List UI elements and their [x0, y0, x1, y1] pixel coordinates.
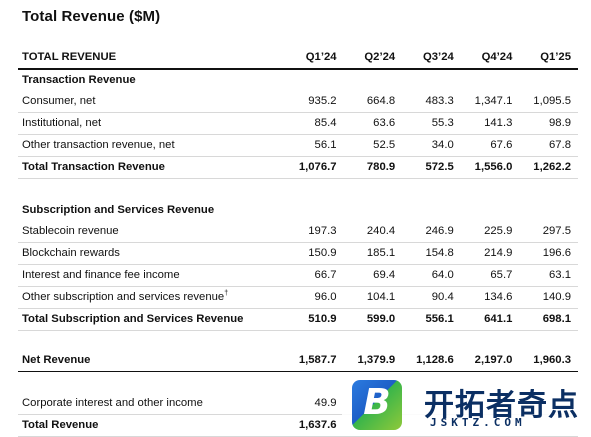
revenue-table: TOTAL REVENUE Q1’24 Q2’24 Q3’24 Q4’24 Q1…	[18, 46, 578, 437]
cell: 196.6	[519, 242, 578, 265]
row-label: Other transaction revenue, net	[18, 134, 285, 157]
cell: 140.9	[519, 286, 578, 309]
watermark-badge-letter: B	[363, 382, 391, 423]
cell: 1,379.9	[343, 350, 403, 372]
row-label: Total Revenue	[18, 414, 285, 437]
cell: 2,197.0	[460, 350, 520, 372]
row-label: Total Transaction Revenue	[18, 156, 285, 179]
table-row: Blockchain rewards 150.9 185.1 154.8 214…	[18, 242, 578, 265]
cell: 1,076.7	[284, 156, 344, 179]
cell: 66.7	[284, 264, 344, 287]
cell: 63.1	[519, 264, 578, 287]
row-label: Institutional, net	[18, 112, 285, 135]
cell: 1,637.6	[284, 414, 344, 437]
cell: 1,587.7	[284, 350, 344, 372]
cell: 141.3	[460, 112, 520, 135]
section-label: Subscription and Services Revenue	[22, 204, 215, 216]
header-q1-24: Q1’24	[284, 46, 344, 70]
cell: 698.1	[519, 308, 578, 331]
cell: 483.3	[402, 91, 461, 113]
cell: 1,128.6	[402, 350, 461, 372]
cell: 197.3	[284, 221, 344, 243]
subtotal-row: Total Subscription and Services Revenue …	[18, 308, 578, 331]
table-row: Interest and finance fee income 66.7 69.…	[18, 264, 578, 287]
cell: 63.6	[343, 112, 403, 135]
header-q2-24: Q2’24	[343, 46, 403, 70]
header-q3-24: Q3’24	[402, 46, 461, 70]
cell: 1,095.5	[519, 91, 578, 113]
page-title: Total Revenue ($M)	[22, 8, 161, 25]
watermark-logo-icon: B	[352, 380, 402, 430]
cell: 510.9	[284, 308, 344, 331]
cell: 96.0	[284, 286, 344, 309]
cell: 85.4	[284, 112, 344, 135]
cell: 780.9	[343, 156, 403, 179]
section-heading-row: Subscription and Services Revenue	[18, 200, 578, 221]
cell: 67.6	[460, 134, 520, 157]
cell: 52.5	[343, 134, 403, 157]
table-row: Stablecoin revenue 197.3 240.4 246.9 225…	[18, 221, 578, 243]
cell: 297.5	[519, 221, 578, 243]
cell: 599.0	[343, 308, 403, 331]
cell: 90.4	[402, 286, 461, 309]
header-q1-25: Q1’25	[519, 46, 578, 70]
cell: 225.9	[460, 221, 520, 243]
table-row: Consumer, net 935.2 664.8 483.3 1,347.1 …	[18, 91, 578, 113]
row-label: Consumer, net	[18, 91, 285, 113]
table-row: Institutional, net 85.4 63.6 55.3 141.3 …	[18, 112, 578, 135]
cell: 1,556.0	[460, 156, 520, 179]
cell: 49.9	[284, 393, 344, 415]
cell: 240.4	[343, 221, 403, 243]
cell: 65.7	[460, 264, 520, 287]
cell: 98.9	[519, 112, 578, 135]
cell: 572.5	[402, 156, 461, 179]
table-header-row: TOTAL REVENUE Q1’24 Q2’24 Q3’24 Q4’24 Q1…	[18, 46, 578, 70]
row-label: Stablecoin revenue	[18, 221, 285, 243]
table-row: Other transaction revenue, net 56.1 52.5…	[18, 134, 578, 157]
cell: 664.8	[343, 91, 403, 113]
row-label: Net Revenue	[18, 350, 285, 372]
cell: 214.9	[460, 242, 520, 265]
cell: 150.9	[284, 242, 344, 265]
subtotal-row: Total Transaction Revenue 1,076.7 780.9 …	[18, 156, 578, 179]
cell: 556.1	[402, 308, 461, 331]
watermark-text: 开拓者奇点	[424, 388, 579, 423]
cell: 641.1	[460, 308, 520, 331]
cell: 1,960.3	[519, 350, 578, 372]
section-heading-row: Transaction Revenue	[18, 69, 578, 91]
cell: 55.3	[402, 112, 461, 135]
spacer-row	[18, 331, 578, 351]
row-label: Blockchain rewards	[18, 242, 285, 265]
cell: 34.0	[402, 134, 461, 157]
cell: 67.8	[519, 134, 578, 157]
header-label: TOTAL REVENUE	[18, 46, 285, 70]
cell: 69.4	[343, 264, 403, 287]
cell: 154.8	[402, 242, 461, 265]
cell: 1,347.1	[460, 91, 520, 113]
header-q4-24: Q4’24	[460, 46, 520, 70]
net-revenue-row: Net Revenue 1,587.7 1,379.9 1,128.6 2,19…	[18, 350, 578, 372]
row-label: Interest and finance fee income	[18, 264, 285, 287]
cell: 185.1	[343, 242, 403, 265]
watermark: B 开拓者奇点 JSKTZ.COM	[342, 376, 591, 436]
cell: 104.1	[343, 286, 403, 309]
cell: 64.0	[402, 264, 461, 287]
cell: 134.6	[460, 286, 520, 309]
table-row: Other subscription and services revenue†…	[18, 286, 578, 309]
row-label-text: Other subscription and services revenue	[22, 291, 225, 303]
cell: 1,262.2	[519, 156, 578, 179]
cell: 56.1	[284, 134, 344, 157]
footnote-marker: †	[224, 290, 229, 297]
cell: 246.9	[402, 221, 461, 243]
cell: 935.2	[284, 91, 344, 113]
section-label: Transaction Revenue	[22, 74, 136, 86]
row-label: Other subscription and services revenue†	[18, 286, 285, 309]
watermark-url: JSKTZ.COM	[430, 416, 526, 429]
row-label: Total Subscription and Services Revenue	[18, 308, 285, 331]
row-label: Corporate interest and other income	[18, 393, 285, 415]
spacer-row	[18, 179, 578, 201]
